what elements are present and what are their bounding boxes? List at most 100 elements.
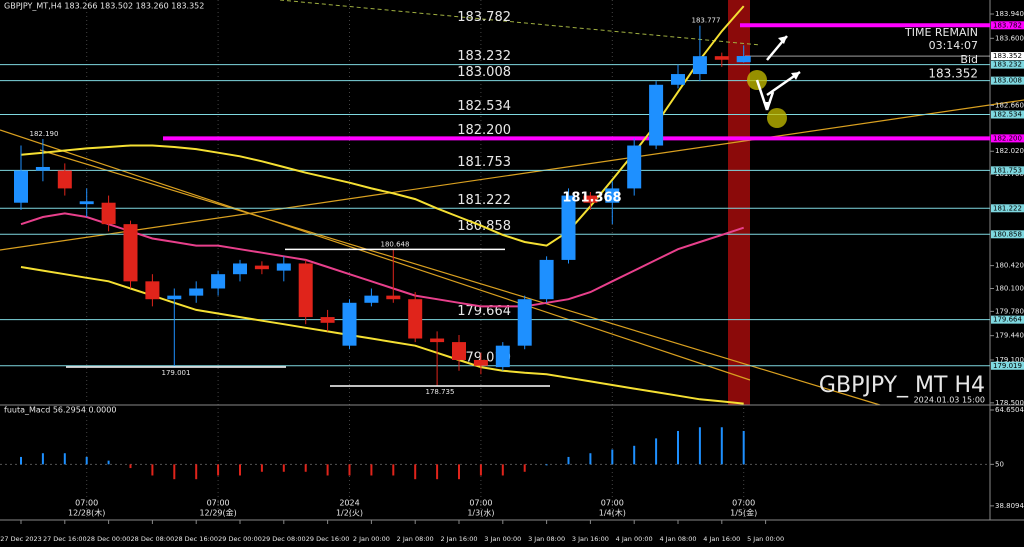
level-label: 182.200 [457,123,511,138]
date-label: 12/29(金) [199,508,236,518]
date-time-label: 07:00 [469,499,492,508]
axis-level-box [991,166,1024,175]
y-tick-label: 179.100 [995,356,1024,364]
annotation: 181.368 [562,190,621,205]
candle-body [736,56,751,63]
indicator-line [20,266,744,405]
candle-body [714,56,729,60]
candle-body [692,56,707,75]
macd-bar [239,464,241,476]
axis-level-label: 183.232 [993,61,1022,69]
x-tick-label: 4 Jan 00:00 [616,535,653,543]
annotation: 179.001 [162,369,191,377]
macd-bar [85,456,88,465]
ma-dashed [279,0,761,46]
level-label: 183.008 [457,65,511,80]
macd-bar [151,464,154,476]
underlay [0,0,1024,406]
level-label: 179.664 [457,304,511,319]
time-band [728,0,750,405]
y-tick-label: 178.500 [995,399,1024,407]
chart-title: GBPJPY_ MT H4 [819,373,985,398]
axis-level-label: 182.534 [993,111,1022,119]
time-remain-label: TIME REMAIN [904,26,978,39]
macd-bar [392,464,395,476]
candle-body [57,170,72,189]
axis-level-label: 180.858 [993,230,1022,238]
candle-body [35,166,50,171]
macd-bar [129,464,132,469]
macd-bar [195,464,198,480]
macd-label: fuuta_Macd 56.2954 0.0000 [4,406,116,415]
candle-body [649,84,664,146]
candle-body [342,302,357,346]
axis-level-label: 181.753 [993,166,1022,174]
arrow [755,35,801,111]
candle-body [583,195,598,203]
macd-bar [217,464,220,476]
x-tick-label: 2 Jan 16:00 [440,535,477,543]
x-tick-label: 28 Dec 00:00 [87,535,131,543]
annotation: 183.777 [692,17,721,25]
axis-level-label: 183.008 [993,77,1022,85]
candle-body [298,263,313,318]
candle-body [627,145,642,189]
macd-bar [458,464,460,480]
date-label: 1/3(水) [467,508,494,518]
axis-level-box [991,230,1024,239]
level-label: 181.753 [457,155,511,170]
indicator-line [20,5,745,247]
trendline [0,99,1024,251]
macd-bar [742,430,745,465]
y-tick-label: 182.020 [995,147,1024,155]
y-tick-label: 179.780 [995,307,1024,315]
macd-bar [173,464,176,480]
macd-bar [655,438,658,465]
candle-body [364,295,379,303]
axis-level-label: 181.222 [993,204,1022,212]
date-time-label: 07:00 [207,499,230,508]
macd-bar [282,464,285,472]
annotation: 180.648 [381,240,410,248]
x-tick-label: 2 Jan 00:00 [353,535,390,543]
axis-level-box [991,134,1024,143]
candle-body [123,224,138,282]
date-label: 1/5(金) [730,508,757,518]
level-label: 183.782 [457,10,511,25]
annotation: 178.735 [426,388,455,396]
x-tick-label: 29 Dec 08:00 [262,535,306,543]
indicator-line [20,212,745,308]
date-time-label: 07:00 [75,499,98,508]
candle-body [233,263,247,275]
candle-body [79,201,94,205]
axis-bid-box [991,52,1024,61]
candle-body [254,265,269,270]
macd-bar [107,460,110,465]
axis-level-box [991,21,1024,30]
x-tick-label: 2 Jan 08:00 [397,535,434,543]
macd-bar [698,427,701,465]
axis-level-label: 179.019 [993,362,1022,370]
annotation: 182.190 [30,130,59,138]
macd-bar [414,464,417,480]
candle-body [430,338,445,343]
axis-level-box [991,60,1024,69]
candle-body [101,202,116,225]
axis-level-box [991,361,1024,370]
level-label: 183.232 [457,49,511,64]
date-label: 12/28(木) [68,508,105,518]
y-tick-label: 183.600 [995,34,1024,42]
x-tick-label: 29 Dec 16:00 [306,535,350,543]
level-label: 181.222 [457,193,511,208]
y-tick-label: 179.440 [995,332,1024,340]
date-time-label: 07:00 [601,499,624,508]
bid-label: Bid [960,53,978,66]
candle-body [408,299,423,339]
x-tick-label: 3 Jan 16:00 [572,535,609,543]
axis-level-box [991,110,1024,119]
macd-bar [260,464,263,472]
macd-y-tick-label: 50 [995,460,1004,468]
header: GBPJPY_MT,H4 183.266 183.502 183.260 183… [4,2,204,11]
axis-bid-label: 183.352 [993,52,1022,60]
